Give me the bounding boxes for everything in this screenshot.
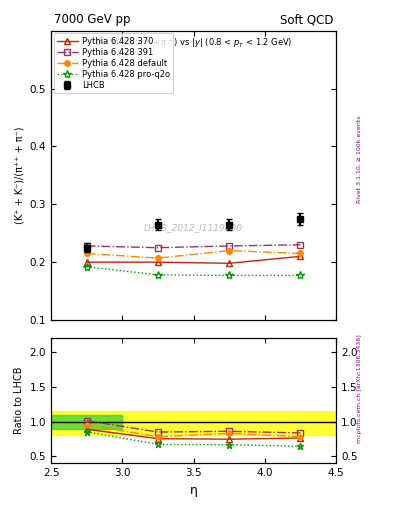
Legend: Pythia 6.428 370, Pythia 6.428 391, Pythia 6.428 default, Pythia 6.428 pro-q2o, : Pythia 6.428 370, Pythia 6.428 391, Pyth… <box>53 33 173 93</box>
Pythia 6.428 pro-q2o <box>227 272 231 279</box>
Text: LHCB_2012_I1119400: LHCB_2012_I1119400 <box>144 223 243 232</box>
Pythia 6.428 391 <box>156 245 160 251</box>
Pythia 6.428 pro-q2o <box>156 272 160 278</box>
Pythia 6.428 default <box>227 247 231 253</box>
Pythia 6.428 391 <box>227 243 231 249</box>
Line: Pythia 6.428 default: Pythia 6.428 default <box>84 248 303 261</box>
Text: Soft QCD: Soft QCD <box>280 13 333 27</box>
Y-axis label: Ratio to LHCB: Ratio to LHCB <box>14 367 24 434</box>
Bar <box>51 415 122 429</box>
Line: Pythia 6.428 391: Pythia 6.428 391 <box>83 241 304 251</box>
Y-axis label: (K⁺ + K⁻)/(π⁺⁺ + π⁻): (K⁺ + K⁻)/(π⁺⁺ + π⁻) <box>14 126 24 224</box>
Pythia 6.428 default <box>156 255 160 261</box>
Pythia 6.428 391 <box>298 242 303 248</box>
Line: Pythia 6.428 pro-q2o: Pythia 6.428 pro-q2o <box>83 263 305 280</box>
X-axis label: η: η <box>189 484 198 497</box>
Text: mcplots.cern.ch [arXiv:1306.3436]: mcplots.cern.ch [arXiv:1306.3436] <box>357 335 362 443</box>
Pythia 6.428 default <box>298 250 303 257</box>
Pythia 6.428 pro-q2o <box>84 264 89 270</box>
Text: Rivet 3.1.10, ≥ 100k events: Rivet 3.1.10, ≥ 100k events <box>357 115 362 203</box>
Line: Pythia 6.428 370: Pythia 6.428 370 <box>83 253 304 267</box>
Pythia 6.428 370 <box>298 253 303 260</box>
Pythia 6.428 pro-q2o <box>298 272 303 279</box>
Bar <box>51 411 336 436</box>
Pythia 6.428 370 <box>84 259 89 265</box>
Pythia 6.428 391 <box>84 243 89 249</box>
Pythia 6.428 default <box>84 250 89 257</box>
Pythia 6.428 370 <box>227 260 231 266</box>
Text: $(K^-/K^+)/(\pi^-+\pi^+)$ vs $|y|$ (0.8 < $p_T$ < 1.2 GeV): $(K^-/K^+)/(\pi^-+\pi^+)$ vs $|y|$ (0.8 … <box>95 36 292 50</box>
Pythia 6.428 370 <box>156 259 160 265</box>
Text: 7000 GeV pp: 7000 GeV pp <box>54 13 130 27</box>
